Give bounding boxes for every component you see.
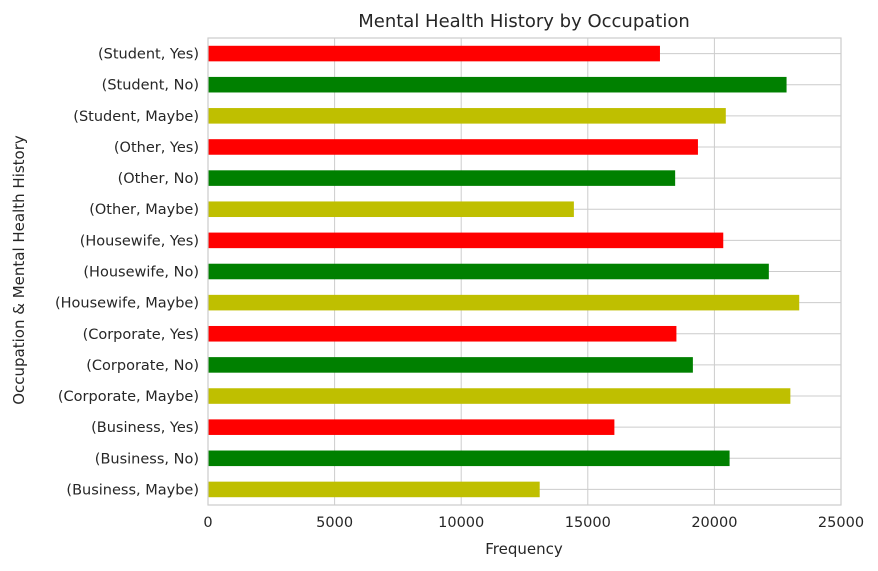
bar bbox=[208, 45, 660, 62]
y-tick-labels: (Business, Maybe) (Business, No) (Business… bbox=[55, 47, 199, 499]
x-tick-label: 20000 bbox=[691, 515, 737, 531]
bar bbox=[208, 419, 615, 435]
x-tick-label: 0 bbox=[203, 515, 212, 531]
x-tick-label: 25000 bbox=[818, 515, 864, 531]
y-tick-label: (Business, No) bbox=[95, 451, 199, 467]
y-tick-label: (Corporate, No) bbox=[86, 358, 199, 374]
bar bbox=[208, 481, 540, 498]
x-tick-labels: 0 5000 10000 15000 20000 25000 bbox=[203, 515, 864, 531]
y-tick-label: (Business, Yes) bbox=[91, 420, 199, 436]
plot-frame bbox=[207, 37, 842, 506]
bars bbox=[208, 45, 800, 498]
bar bbox=[208, 108, 726, 124]
y-tick-label: (Housewife, Maybe) bbox=[55, 296, 199, 312]
x-tick-label: 5000 bbox=[316, 515, 353, 531]
y-axis-label: Occupation & Mental Health History bbox=[10, 135, 28, 405]
x-tick-label: 15000 bbox=[565, 515, 611, 531]
y-tick-label: (Student, Maybe) bbox=[73, 109, 199, 125]
bar bbox=[208, 170, 676, 186]
bar bbox=[208, 76, 787, 93]
y-tick-label: (Corporate, Yes) bbox=[83, 327, 199, 343]
x-axis-label: Frequency bbox=[485, 540, 563, 558]
bar bbox=[208, 450, 730, 467]
bar bbox=[208, 139, 698, 155]
chart-title: Mental Health History by Occupation bbox=[358, 11, 690, 32]
bar bbox=[208, 263, 769, 280]
y-tick-label: (Corporate, Maybe) bbox=[58, 389, 199, 405]
y-tick-label: (Other, Maybe) bbox=[89, 202, 199, 218]
y-tick-label: (Housewife, No) bbox=[83, 265, 199, 281]
y-tick-label: (Other, Yes) bbox=[114, 140, 199, 156]
bar bbox=[208, 357, 693, 373]
bar bbox=[208, 232, 724, 249]
y-tick-label: (Other, No) bbox=[118, 171, 199, 187]
bar bbox=[208, 325, 677, 342]
y-tick-label: (Student, Yes) bbox=[98, 47, 199, 63]
y-tick-label: (Housewife, Yes) bbox=[80, 233, 199, 249]
bar bbox=[208, 201, 574, 218]
y-tick-label: (Business, Maybe) bbox=[66, 482, 199, 498]
x-tick-label: 10000 bbox=[438, 515, 484, 531]
bar bbox=[208, 294, 800, 311]
y-tick-label: (Student, No) bbox=[102, 78, 199, 94]
bar bbox=[208, 388, 791, 404]
